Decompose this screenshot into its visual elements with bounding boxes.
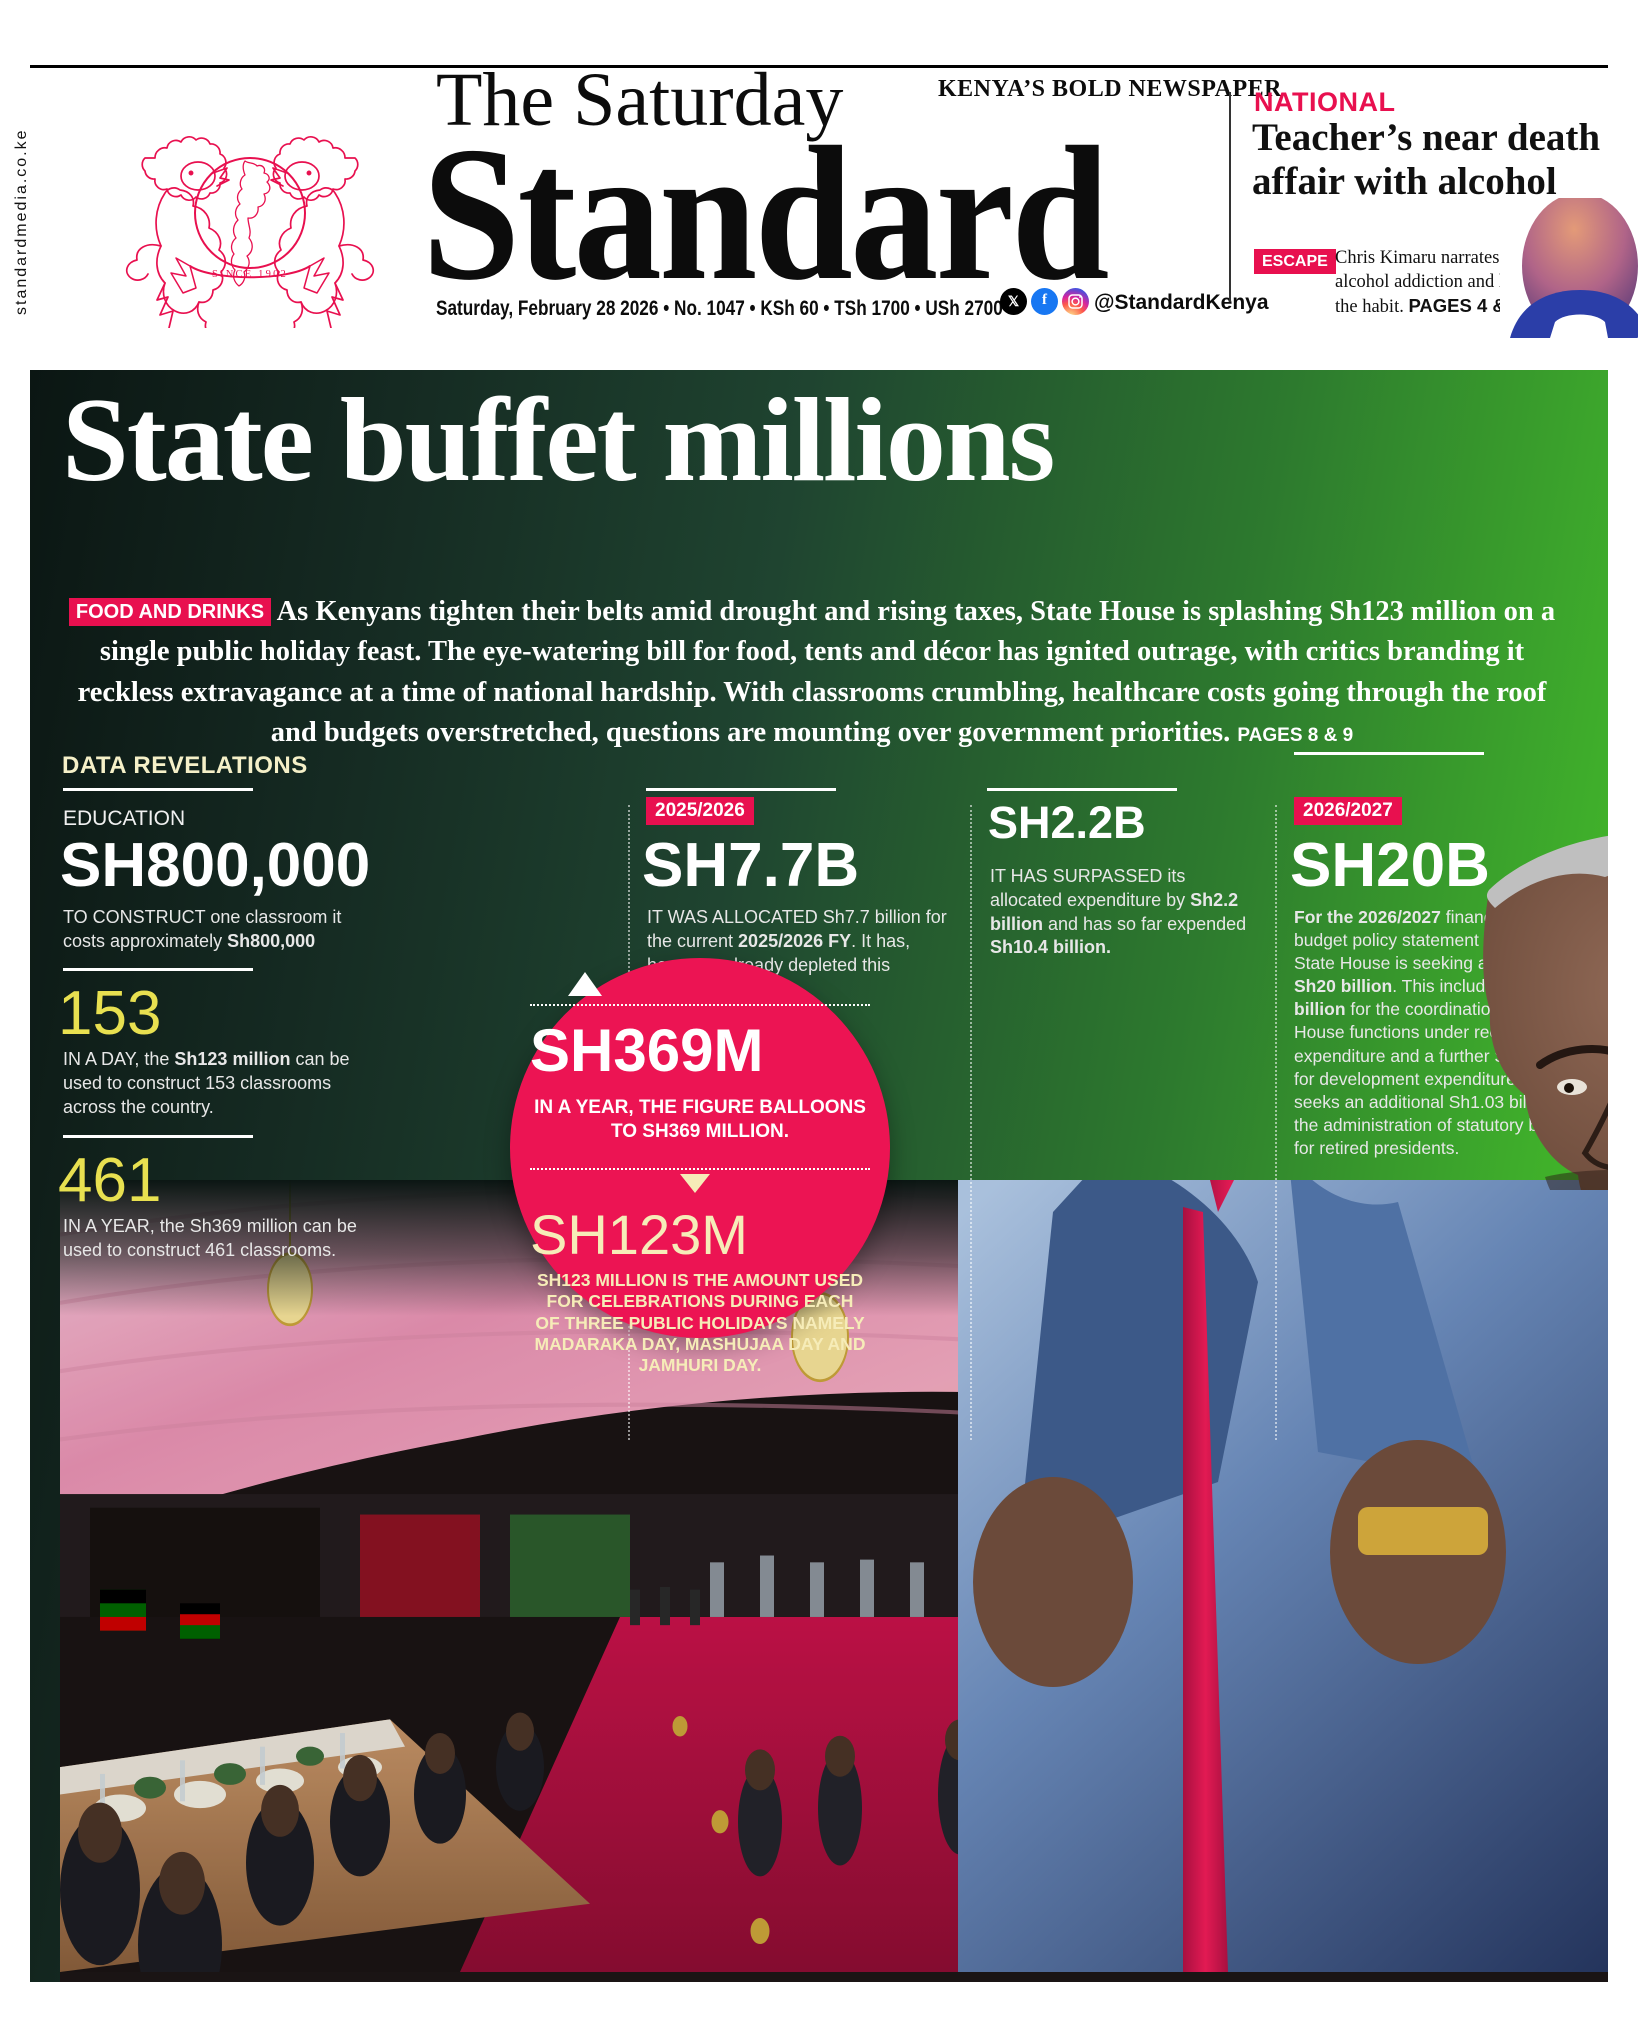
svg-text:SINCE 1902: SINCE 1902 [212,269,288,280]
